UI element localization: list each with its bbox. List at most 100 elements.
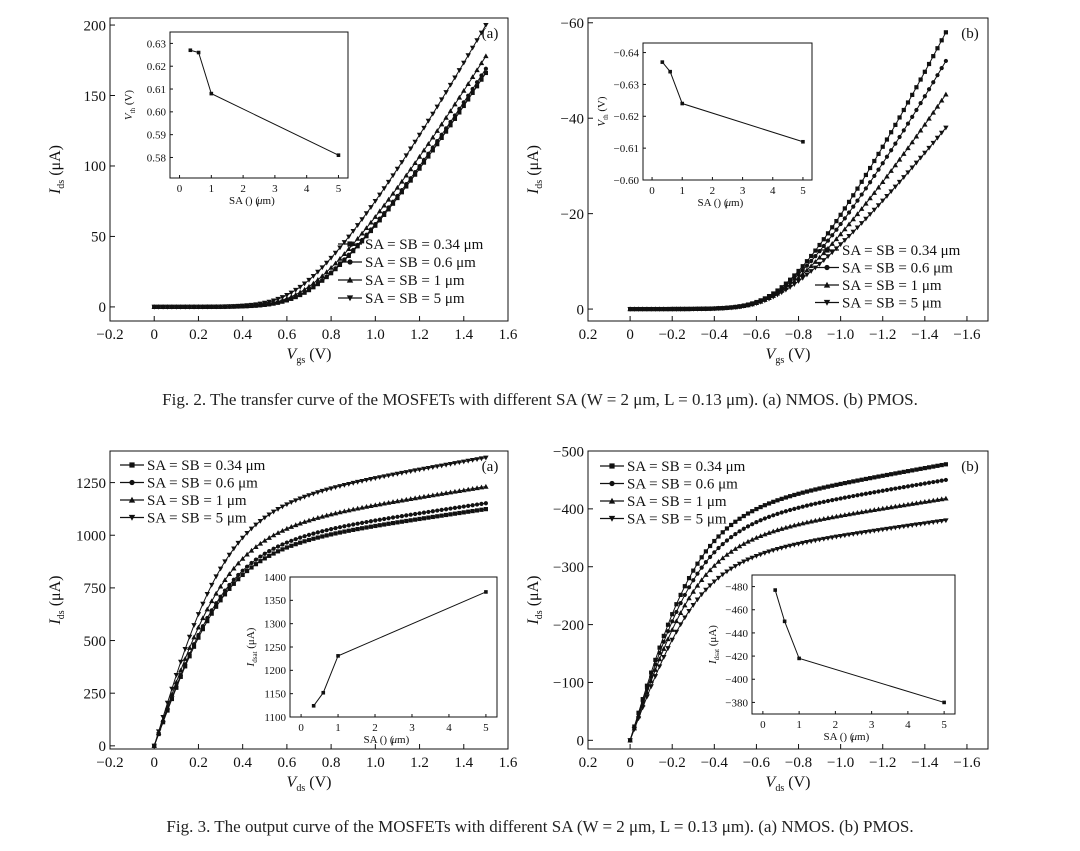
fig3b-data-point <box>707 567 713 573</box>
fig3b-data-point <box>753 553 760 559</box>
fig3a-data-point <box>275 549 281 554</box>
fig2a-data-point <box>457 110 462 115</box>
fig2a-data-point <box>342 257 347 262</box>
fig3b-data-point <box>812 538 819 544</box>
fig3b-data-point <box>733 519 738 524</box>
fig3a-xtick-label: 1.6 <box>499 755 518 771</box>
fig2b-data-point <box>800 271 806 277</box>
fig3a-data-point <box>320 529 325 534</box>
fig2a-data-point <box>320 277 325 283</box>
fig2b-data-point <box>913 160 920 166</box>
fig2b-data-point <box>842 206 847 211</box>
fig3a-data-point <box>394 498 401 504</box>
fig3b-inset-xtick-label: 5 <box>941 719 947 731</box>
fig3a-ytick-label: 250 <box>84 686 107 702</box>
fig2a-panel: −0.2 0 0.2 0.4 0.6 0.8 1.0 1.2 1.4 1.605010015020… <box>47 17 518 366</box>
fig3b-data-point <box>787 523 793 529</box>
fig2a-xtick-label: 1.0 <box>366 327 385 343</box>
fig3a-data-point <box>470 503 475 508</box>
fig3b-inset-point <box>782 619 787 624</box>
fig2a-data-point <box>151 304 157 310</box>
fig2b-data-point <box>698 306 705 312</box>
fig3b-data-point <box>901 484 906 490</box>
fig2b-data-point <box>804 259 810 264</box>
fig2a-data-point <box>438 97 445 103</box>
fig3b-data-point <box>703 559 708 565</box>
fig3a-data-point <box>408 496 414 501</box>
fig3a-data-point <box>200 601 206 607</box>
fig3b-data-point <box>711 562 718 568</box>
fig2a-inset-bg <box>170 32 348 178</box>
fig2a-inset-point <box>336 153 341 157</box>
fig2a-inset-ytick-label: 0.63 <box>147 38 167 50</box>
fig3a-data-point <box>191 642 197 647</box>
fig2a-inset-xtick-label: 4 <box>304 183 310 195</box>
fig3a-xtick-label: 0.8 <box>322 755 341 771</box>
fig2a-data-point <box>421 125 427 131</box>
fig2a-data-point <box>284 293 290 298</box>
fig2b-xtick-label: −1.4 <box>911 327 939 343</box>
fig3b-inset-point <box>797 656 801 661</box>
fig3a-data-point <box>257 518 264 524</box>
fig3b-data-point <box>846 480 852 485</box>
fig3a-data-point <box>474 508 480 513</box>
fig3a-legend-marker <box>129 479 135 486</box>
fig2b-data-point <box>800 268 805 273</box>
fig2a-data-point <box>323 269 330 275</box>
fig3a-data-point <box>368 477 374 482</box>
fig2b-data-point <box>829 241 835 246</box>
fig2b-data-point <box>884 173 890 179</box>
fig3b-data-point <box>821 499 826 504</box>
fig3b-data-point <box>720 572 726 578</box>
fig2b-data-point <box>809 258 814 264</box>
fig3a-inset-xlabel-b: μm) <box>391 734 410 746</box>
fig3b-legend-marker <box>609 463 615 469</box>
fig2b-data-point <box>884 154 890 159</box>
fig2a-data-point <box>390 173 396 179</box>
fig3b-data-point <box>753 534 760 540</box>
fig3a-data-point <box>288 524 295 529</box>
fig2b-data-point <box>859 192 864 197</box>
fig2a-data-point <box>368 219 374 225</box>
fig3a-legend-label: SA = SB = 0.6 μm <box>147 476 258 492</box>
fig3b-data-point <box>800 520 806 526</box>
fig2b-inset-point <box>660 60 665 64</box>
fig2a-data-point <box>226 304 233 310</box>
fig2-caption: Fig. 2. The transfer curve of the MOSFET… <box>162 390 918 409</box>
fig2b-data-point <box>876 151 881 157</box>
fig2a-data-point <box>244 303 250 309</box>
fig2a-data-point <box>421 160 427 165</box>
fig3a-data-point <box>231 546 237 552</box>
fig2b-data-point <box>926 87 932 92</box>
fig2a-data-point <box>297 284 303 290</box>
fig3a-data-point <box>218 598 223 603</box>
fig3a-data-point <box>364 519 369 525</box>
fig2a-data-point <box>253 302 259 308</box>
fig2a-data-point <box>382 210 387 216</box>
fig3b-data-point <box>644 694 650 700</box>
fig3a-data-point <box>386 516 391 521</box>
fig2b-inset-xtick-label: 1 <box>679 185 685 197</box>
fig3a-data-point <box>452 511 458 516</box>
fig3b-data-point <box>708 543 713 549</box>
fig2b-data-point <box>939 38 944 43</box>
fig3a-data-point <box>452 505 458 510</box>
fig3b-data-point <box>733 532 738 537</box>
fig3a-data-point <box>461 487 467 493</box>
fig3a-data-point <box>430 492 436 498</box>
fig3a-data-point <box>200 615 206 621</box>
fig2b-xtick-label: −1.6 <box>953 327 981 343</box>
fig2b-data-point <box>795 275 802 280</box>
fig2b-data-point <box>896 156 903 162</box>
fig3b-data-point <box>720 555 726 561</box>
fig3b-inset-xlabel-b: μm) <box>851 731 870 743</box>
fig2b-data-point <box>935 73 940 78</box>
fig3b-inset-ytick-label: −460 <box>725 605 748 617</box>
fig2b-data-point <box>897 134 902 140</box>
fig2a-data-point <box>395 193 400 199</box>
fig2b-data-point <box>909 139 915 145</box>
fig2b-data-point <box>833 246 840 252</box>
fig3b-data-point <box>640 697 645 702</box>
fig2b-data-point <box>830 225 835 230</box>
fig3a-data-point <box>262 515 268 521</box>
